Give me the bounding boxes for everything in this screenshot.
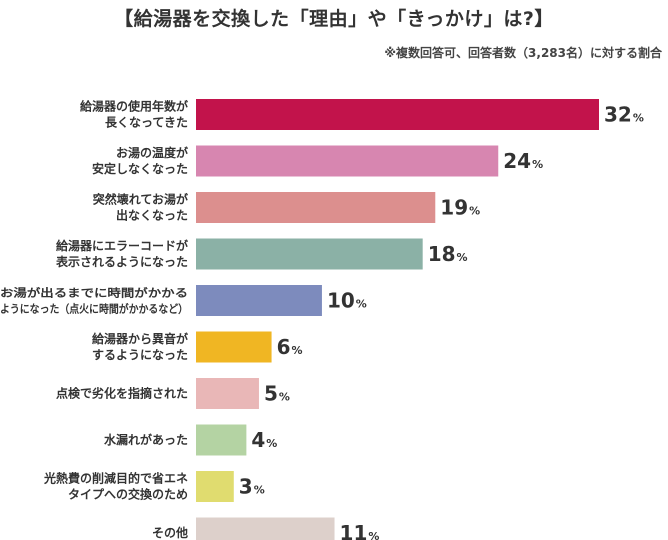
- value-label-9: 11%: [340, 521, 380, 540]
- value-label-0: 32%: [604, 103, 644, 127]
- category-label-2-1: 出なくなった: [116, 208, 188, 223]
- bar-1: [196, 145, 499, 177]
- category-label-4-0: お湯が出るまでに時間がかかる: [0, 286, 188, 300]
- respondent-note: ※複数回答可、回答者数（3,283名）に対する割合: [384, 46, 662, 60]
- bar-8: [196, 471, 234, 502]
- bar-4: [196, 285, 322, 316]
- value-label-8: 3%: [239, 475, 265, 499]
- category-label-3-0: 給湯器にエラーコードが: [56, 238, 188, 253]
- value-label-6: 5%: [264, 382, 290, 406]
- category-label-8-0: 光熱費の削減目的で省エネ: [43, 471, 188, 486]
- category-label-0-0: 給湯器の使用年数が: [80, 99, 188, 114]
- category-label-1-0: お湯の温度が: [116, 145, 188, 160]
- bar-3: [196, 238, 423, 270]
- value-label-5: 6%: [277, 335, 303, 359]
- value-label-1: 24%: [503, 149, 543, 173]
- bar-7: [196, 424, 247, 456]
- bar-2: [196, 192, 436, 223]
- chart-title: 【給湯器を交換した「理由」や「きっかけ」は?】: [114, 8, 554, 30]
- bar-9: [196, 517, 335, 540]
- category-label-2-0: 突然壊れてお湯が: [93, 192, 188, 207]
- category-label-4-1: ようになった（点火に時間がかかるなど）: [0, 302, 188, 316]
- bar-5: [196, 331, 272, 363]
- category-label-6-0: 点検で劣化を指摘された: [56, 386, 188, 401]
- category-label-5-0: 給湯器から異音が: [92, 331, 188, 346]
- category-label-9-0: その他: [152, 525, 188, 540]
- bar-6: [196, 378, 259, 409]
- value-label-2: 19%: [440, 196, 480, 220]
- category-label-8-1: タイプへの交換のため: [68, 487, 188, 502]
- category-label-1-1: 安定しなくなった: [92, 161, 188, 176]
- category-label-3-1: 表示されるようになった: [55, 254, 188, 269]
- value-label-4: 10%: [327, 289, 367, 313]
- category-label-7-0: 水漏れがあった: [104, 432, 188, 447]
- value-label-3: 18%: [428, 242, 468, 266]
- category-label-5-1: するようになった: [92, 348, 188, 362]
- bar-0: [196, 99, 599, 130]
- value-label-7: 4%: [251, 428, 277, 452]
- category-label-0-1: 長くなってきた: [105, 115, 188, 130]
